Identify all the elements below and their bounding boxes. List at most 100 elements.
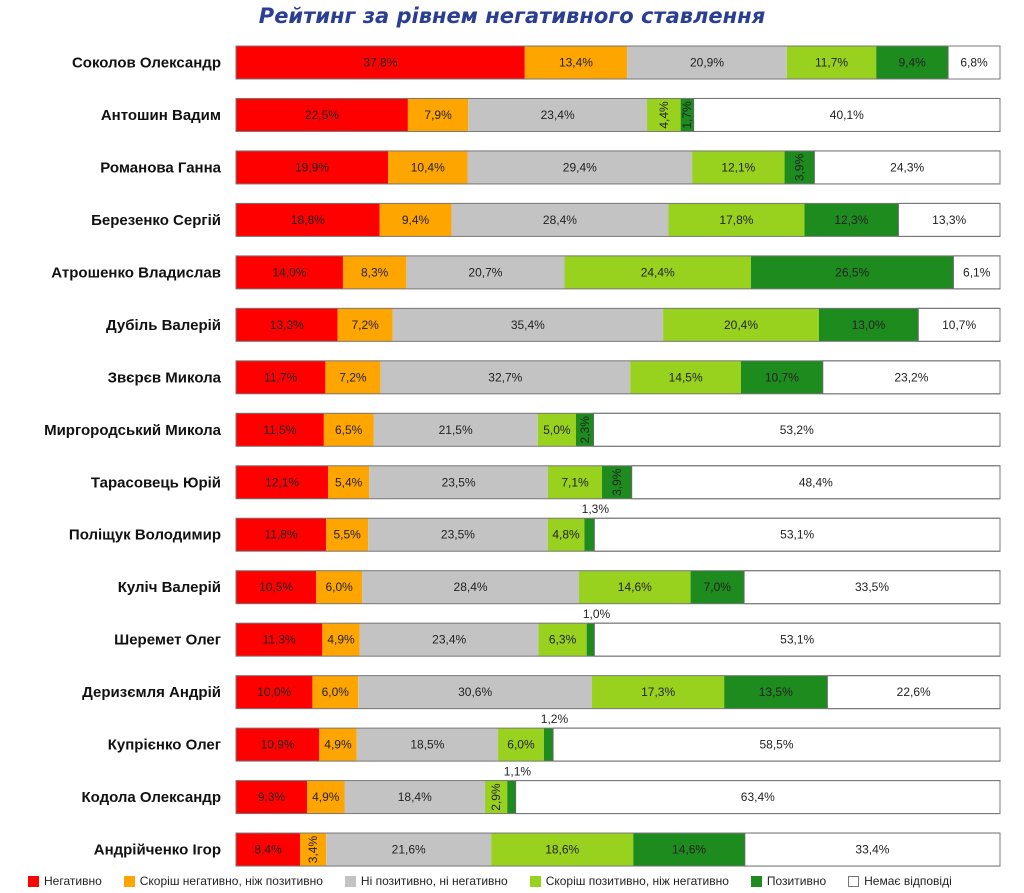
data-label: 7,0% [704, 580, 732, 594]
data-label: 22,6% [897, 685, 931, 699]
bar-segment [586, 623, 595, 657]
data-label: 2,3% [578, 416, 592, 444]
bar-segment [663, 308, 819, 342]
bar-segment [342, 255, 407, 289]
legend-label: Негативно [44, 874, 102, 888]
data-label: 53,1% [780, 633, 814, 647]
category-label: Кодола Олександр [81, 789, 221, 806]
data-label: 17,3% [641, 685, 675, 699]
stacked-bar-chart: Соколов Олександр 37,8% 13,4% 20,9% 11,7% 9,4… [44, 45, 1001, 867]
data-label: 21,6% [392, 843, 426, 857]
data-label: 23,4% [541, 108, 575, 122]
bar-segment [322, 623, 360, 657]
data-label: 8,3% [361, 265, 389, 279]
category-label: Миргородський Микола [44, 422, 222, 439]
data-label: 11,7% [264, 370, 297, 384]
data-label: 9,4% [898, 56, 926, 70]
data-label: 10,9% [261, 738, 295, 752]
bar-outline [235, 45, 1001, 80]
data-label: 12,1% [265, 475, 299, 489]
chart-title: Рейтинг за рівнем негативного ставлення [258, 4, 766, 28]
data-label: 32,7% [488, 370, 522, 384]
bar-segment [380, 360, 631, 394]
data-label: 20,7% [468, 265, 502, 279]
legend-item: Позитивно [750, 874, 826, 888]
data-label: 4,8% [552, 528, 580, 542]
bar-row: Соколов Олександр 37,8% 13,4% 20,9% 11,7% 9,4… [72, 45, 1001, 80]
bar-segment [564, 255, 751, 289]
data-label: 24,4% [641, 265, 675, 279]
legend-label: Немає відповіді [864, 874, 952, 888]
data-label: 14,6% [672, 843, 706, 857]
data-label: 17,8% [719, 213, 753, 227]
data-label: 4,9% [312, 790, 340, 804]
bar-segment [784, 150, 815, 184]
category-label: Березенко Сергій [91, 212, 221, 229]
bar-segment [507, 780, 516, 814]
bar-segment [236, 623, 323, 657]
bar-segment [584, 518, 595, 552]
bar-segment [236, 98, 408, 132]
bar-outline [235, 675, 1001, 710]
bar-segment [328, 465, 370, 499]
bar-row: Тарасовець Юрій 12,1% 5,4% 23,5% 7,1% 3,9% 48,… [91, 465, 1001, 500]
chart-legend: Негативно Скоріш негативно, ніж позитивно… [28, 872, 1018, 890]
bar-segment [593, 412, 1001, 447]
data-label: 20,9% [690, 56, 724, 70]
data-label: 23,2% [894, 370, 928, 384]
bar-segment [741, 360, 823, 394]
legend-item: Негативно [28, 874, 102, 888]
category-label: Романова Ганна [100, 159, 221, 176]
bar-segment [468, 98, 648, 132]
bar-segment [236, 675, 313, 709]
data-label: 13,5% [759, 685, 793, 699]
data-label: 1,0% [583, 607, 611, 621]
bar-segment [392, 308, 664, 342]
data-label: 8,4% [254, 843, 282, 857]
data-label: 10,5% [259, 580, 293, 594]
bar-segment [876, 46, 949, 79]
data-label: 7,1% [561, 475, 589, 489]
category-label: Деризємля Андрій [82, 684, 221, 701]
data-label: 30,6% [458, 685, 492, 699]
bar-segment [236, 780, 308, 814]
bar-segment [236, 150, 389, 184]
bar-segment [633, 833, 745, 867]
bar-segment [236, 518, 327, 552]
legend-swatch [750, 875, 762, 887]
bar-segment [750, 255, 954, 289]
data-label: 7,2% [351, 318, 379, 332]
bar-segment [236, 413, 324, 447]
bar-segment [323, 413, 374, 447]
data-label: 1,3% [582, 502, 610, 516]
category-label: Куліч Валерій [118, 579, 221, 596]
bar-segment [538, 623, 587, 657]
data-label: 1,1% [504, 765, 532, 779]
data-label: 28,4% [543, 213, 577, 227]
bar-segment [358, 675, 593, 709]
data-label: 4,9% [324, 738, 352, 752]
bar-segment [485, 780, 508, 814]
bar-row: Кодола Олександр 9,3% 4,9% 18,4% 2,9%1,1% 63,… [81, 765, 1001, 815]
data-label: 7,2% [339, 370, 367, 384]
data-label: 28,4% [454, 580, 488, 594]
data-label: 6,3% [549, 633, 577, 647]
bar-segment [236, 255, 343, 289]
bar-outline [235, 570, 1001, 605]
bar-segment [407, 98, 469, 132]
bar-segment [359, 623, 539, 657]
data-label: 14,0% [272, 265, 306, 279]
bar-segment [491, 833, 634, 867]
category-label: Соколов Олександр [72, 55, 221, 72]
data-label: 11,8% [265, 528, 298, 542]
data-label: 6,8% [960, 56, 988, 70]
bar-segment [307, 780, 345, 814]
bar-segment [579, 570, 691, 604]
bar-segment [575, 413, 594, 447]
bar-outline [235, 832, 1001, 867]
data-label: 6,0% [507, 738, 535, 752]
bar-outline [235, 412, 1001, 447]
data-label: 6,0% [322, 685, 350, 699]
bar-row: Антошин Вадим 22,5% 7,9% 23,4% 4,4% 1,7% 40,1% [101, 97, 1001, 132]
data-label: 5,4% [335, 475, 363, 489]
